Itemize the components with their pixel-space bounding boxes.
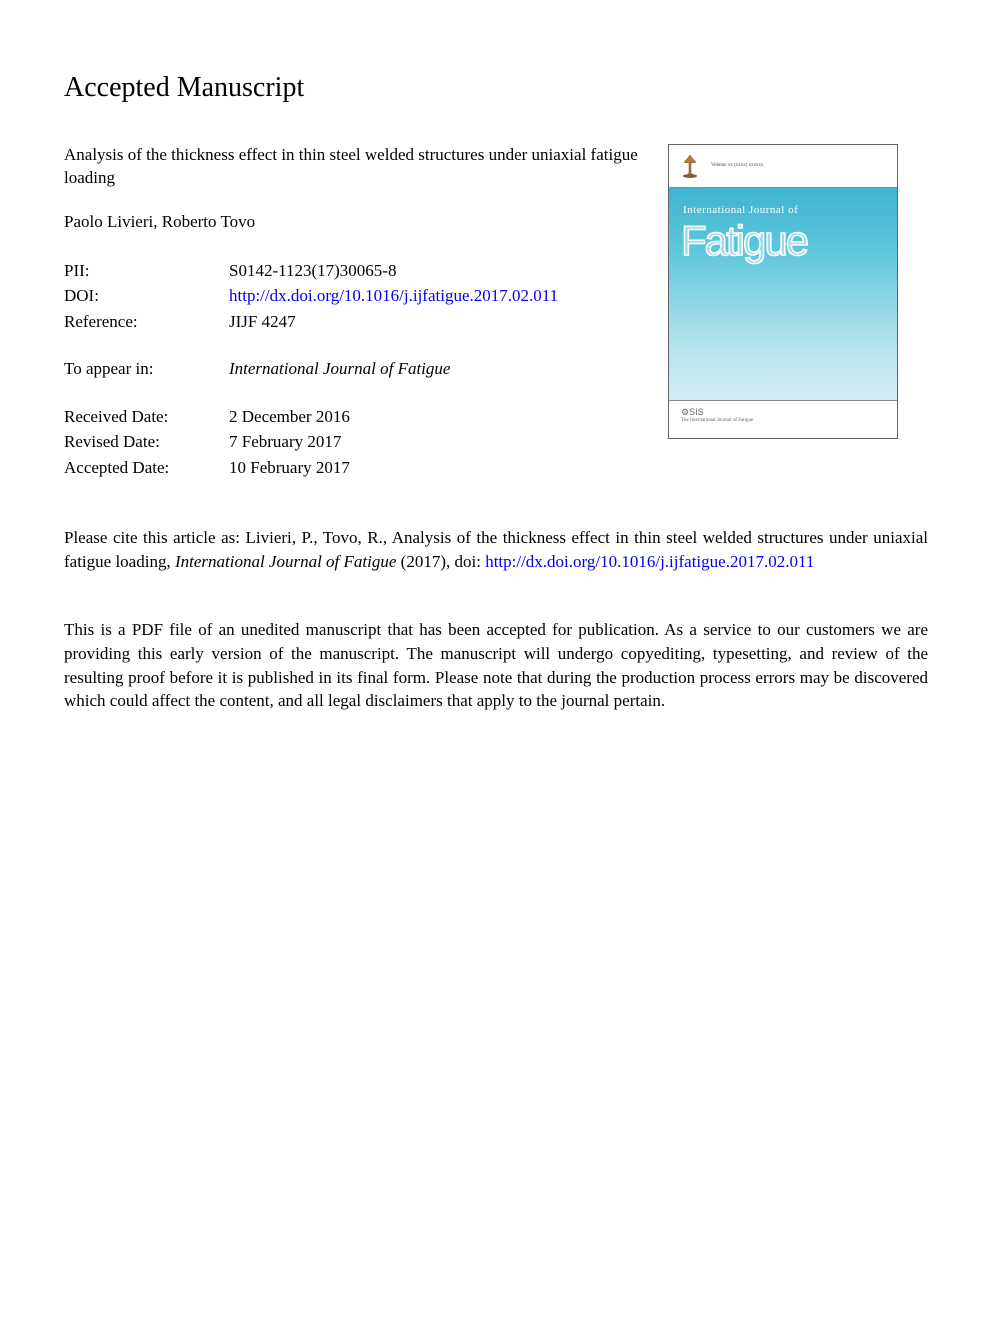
elsevier-tree-icon: [679, 153, 701, 179]
cover-footer-logo: ⚙SIS: [681, 407, 885, 418]
received-row: Received Date: 2 December 2016: [64, 404, 644, 430]
doi-row: DOI: http://dx.doi.org/10.1016/j.ijfatig…: [64, 283, 644, 309]
authors: Paolo Livieri, Roberto Tovo: [64, 212, 644, 232]
reference-value: JIJF 4247: [229, 309, 296, 335]
cover-journal-prefix: International Journal of: [669, 188, 897, 220]
top-section: Analysis of the thickness effect in thin…: [64, 144, 928, 502]
dates-group: Received Date: 2 December 2016 Revised D…: [64, 404, 644, 481]
cite-doi-link[interactable]: http://dx.doi.org/10.1016/j.ijfatigue.20…: [485, 552, 814, 571]
metadata-column: Analysis of the thickness effect in thin…: [64, 144, 644, 502]
appear-row: To appear in: International Journal of F…: [64, 356, 644, 382]
pii-label: PII:: [64, 258, 229, 284]
identifiers-group: PII: S0142-1123(17)30065-8 DOI: http://d…: [64, 258, 644, 335]
doi-link[interactable]: http://dx.doi.org/10.1016/j.ijfatigue.20…: [229, 283, 558, 309]
cover-footer-text: The International Journal of Fatigue: [681, 418, 885, 424]
appear-value: International Journal of Fatigue: [229, 356, 450, 382]
accepted-value: 10 February 2017: [229, 455, 350, 481]
article-title: Analysis of the thickness effect in thin…: [64, 144, 644, 190]
revised-value: 7 February 2017: [229, 429, 341, 455]
reference-label: Reference:: [64, 309, 229, 335]
pii-row: PII: S0142-1123(17)30065-8: [64, 258, 644, 284]
cover-volume-text: Volume xx (xxxx) xxxxxx: [711, 163, 764, 169]
accepted-label: Accepted Date:: [64, 455, 229, 481]
cite-journal: International Journal of Fatigue: [175, 552, 396, 571]
disclaimer-text: This is a PDF file of an unedited manusc…: [64, 618, 928, 713]
cover-footer: ⚙SIS The International Journal of Fatigu…: [669, 400, 897, 438]
cover-journal-title: Fatigue: [669, 220, 897, 262]
accepted-manuscript-page: Accepted Manuscript Analysis of the thic…: [0, 0, 992, 785]
revised-label: Revised Date:: [64, 429, 229, 455]
page-title: Accepted Manuscript: [64, 72, 928, 104]
pii-value: S0142-1123(17)30065-8: [229, 258, 396, 284]
reference-row: Reference: JIJF 4247: [64, 309, 644, 335]
received-value: 2 December 2016: [229, 404, 350, 430]
accepted-row: Accepted Date: 10 February 2017: [64, 455, 644, 481]
received-label: Received Date:: [64, 404, 229, 430]
revised-row: Revised Date: 7 February 2017: [64, 429, 644, 455]
cite-mid: (2017), doi:: [396, 552, 485, 571]
citation-text: Please cite this article as: Livieri, P.…: [64, 526, 928, 574]
appear-label: To appear in:: [64, 356, 229, 382]
journal-cover-thumbnail: Volume xx (xxxx) xxxxxx International Jo…: [668, 144, 898, 439]
doi-label: DOI:: [64, 283, 229, 309]
appear-group: To appear in: International Journal of F…: [64, 356, 644, 382]
cover-header: Volume xx (xxxx) xxxxxx: [669, 145, 897, 188]
